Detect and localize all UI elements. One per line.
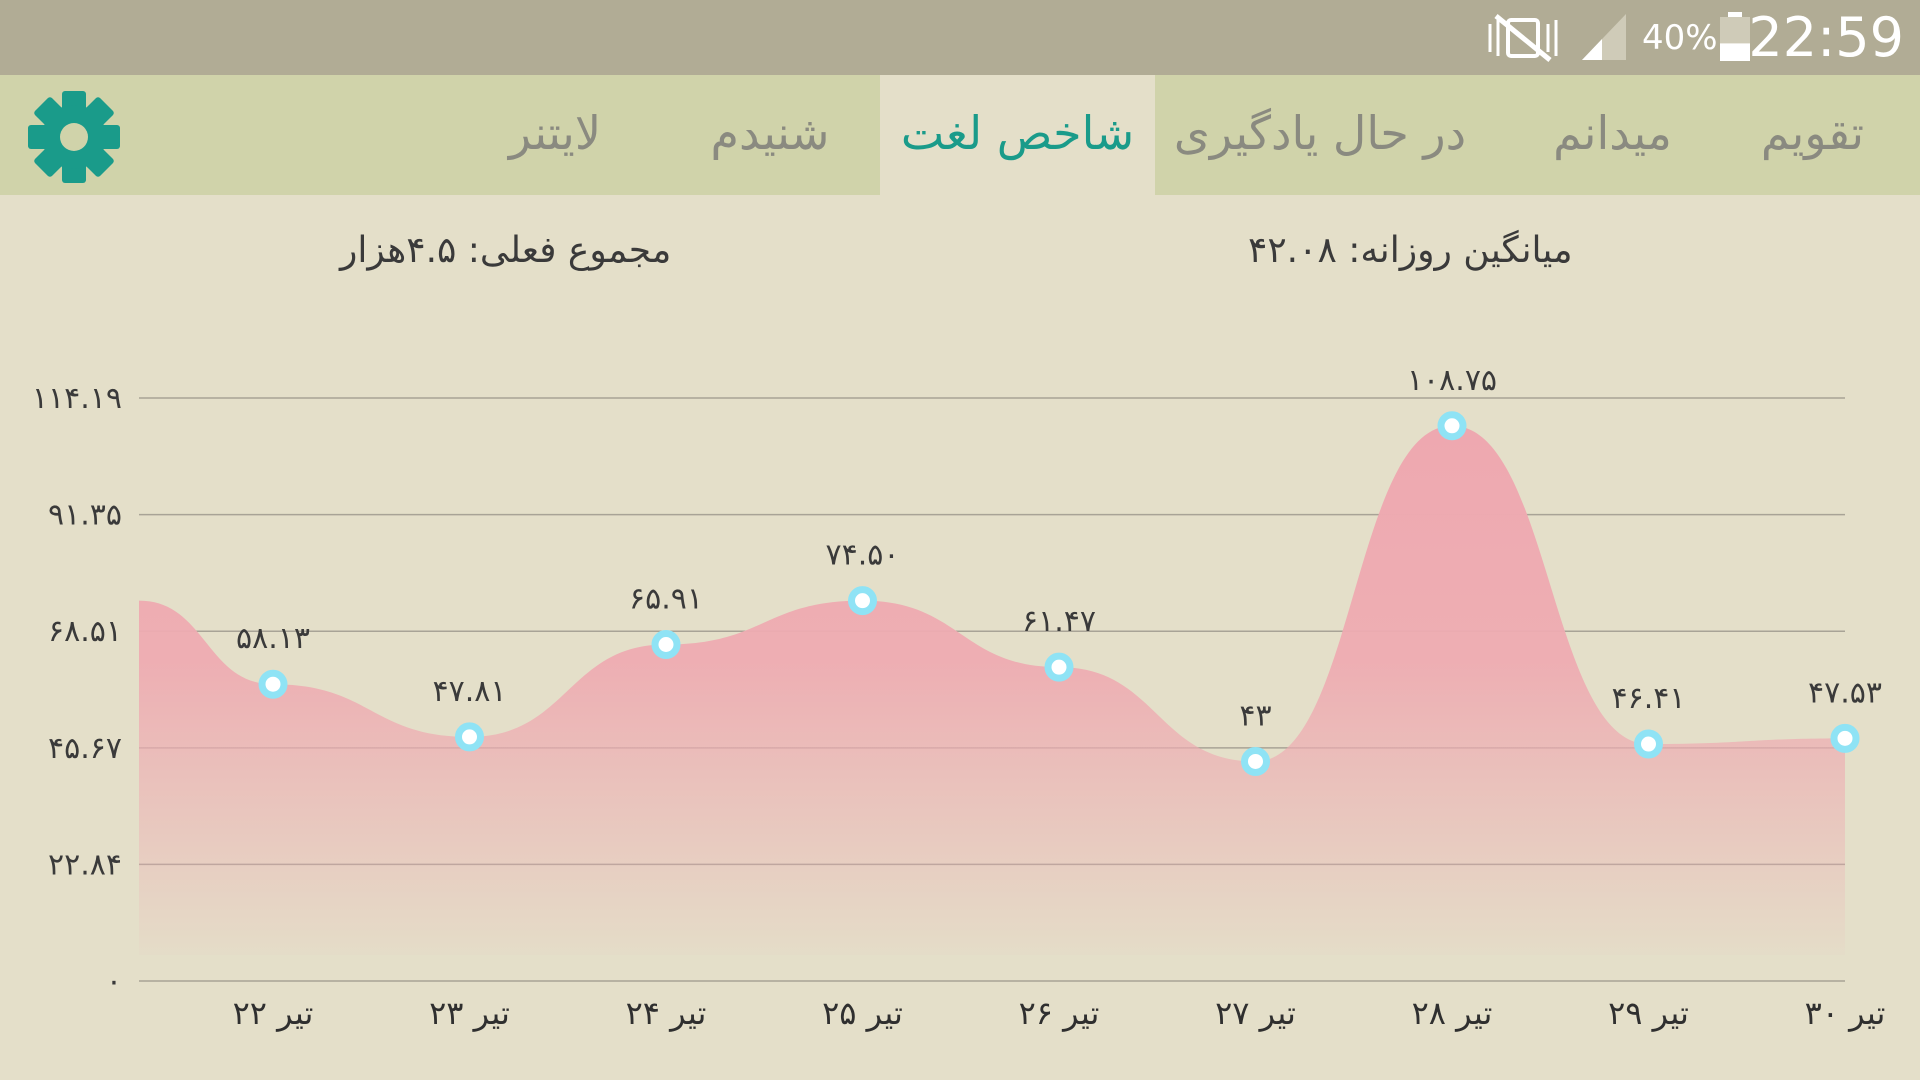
current-total: مجموع فعلی: ۴.۵هزار [340, 230, 672, 271]
x-tick-label: ۲۳ تیر [429, 994, 510, 1032]
tab-bar: لایتنر شنیدم شاخص لغت در حال یادگیری مید… [0, 75, 1920, 195]
tab-heard[interactable]: شنیدم [710, 106, 830, 160]
battery-percent: 40% [1642, 18, 1718, 58]
y-tick-label: ۲۲.۸۴ [48, 847, 122, 882]
status-bar: 40% 22:59 [0, 0, 1920, 75]
data-label: ۵۸.۱۳ [236, 621, 310, 656]
x-tick-label: ۳۰ تیر [1805, 994, 1886, 1032]
status-time: 22:59 [1748, 6, 1904, 69]
daily-average: میانگین روزانه: ۴۲.۰۸ [1248, 230, 1573, 271]
data-label: ۶۵.۹۱ [629, 581, 703, 616]
data-point [848, 586, 877, 616]
settings-button[interactable] [26, 89, 122, 185]
tab-laitner[interactable]: لایتنر [508, 106, 602, 160]
battery-icon [1720, 12, 1750, 61]
data-point [1830, 723, 1860, 753]
y-tick-label: ۶۸.۵۱ [48, 614, 122, 649]
x-tick-label: ۲۷ تیر [1215, 994, 1296, 1032]
data-label: ۴۶.۴۱ [1612, 681, 1686, 716]
data-label: ۴۷.۵۳ [1808, 675, 1882, 710]
gear-icon [28, 91, 120, 183]
y-tick-label: ۴۵.۶۷ [48, 731, 122, 766]
x-tick-label: ۲۲ تیر [233, 994, 314, 1032]
data-label: ۷۴.۵۰ [826, 538, 900, 573]
y-tick-label: ۱۱۴.۱۹ [32, 381, 122, 416]
x-tick-label: ۲۹ تیر [1608, 994, 1689, 1032]
data-label: ۴۳ [1239, 698, 1271, 733]
y-tick-label: ۰ [106, 964, 122, 999]
chart-points [258, 411, 1860, 776]
data-point [1634, 729, 1663, 759]
x-tick-label: ۲۴ تیر [626, 994, 707, 1032]
tab-known[interactable]: میدانم [1553, 106, 1672, 160]
data-point [455, 722, 484, 752]
data-point [1241, 746, 1270, 776]
signal-icon [1582, 14, 1626, 60]
data-point [651, 629, 681, 659]
data-labels: ۵۸.۱۳ ۴۷.۸۱ ۶۵.۹۱ ۷۴.۵۰ ۶۱.۴۷ ۴۳ ۱۰۸.۷۵ ۴۶.۴۱ ۴۷… [236, 363, 1882, 734]
data-label: ۶۱.۴۷ [1022, 604, 1096, 639]
data-label: ۴۷.۸۱ [433, 674, 507, 709]
x-tick-label: ۲۶ تیر [1019, 994, 1100, 1032]
tab-calendar[interactable]: تقویم [1760, 106, 1865, 160]
x-axis-labels: ۲۲ تیر ۲۳ تیر ۲۴ تیر ۲۵ تیر ۲۶ تیر ۲۷ تیر ۲۸ ت… [233, 994, 1886, 1032]
x-tick-label: ۲۵ تیر [822, 994, 903, 1032]
mute-vibrate-icon [1488, 14, 1558, 62]
data-point [1437, 411, 1467, 441]
tab-learning[interactable]: در حال یادگیری [1173, 106, 1467, 160]
chart-area [139, 425, 1845, 955]
y-axis-labels: ۰ ۲۲.۸۴ ۴۵.۶۷ ۶۸.۵۱ ۹۱.۳۵ ۱۱۴.۱۹ [32, 381, 122, 999]
data-label: ۱۰۸.۷۵ [1407, 363, 1497, 398]
data-point [258, 669, 288, 699]
x-tick-label: ۲۸ تیر [1412, 994, 1493, 1032]
tab-word-index[interactable]: شاخص لغت [880, 75, 1155, 195]
data-point [1044, 652, 1074, 682]
y-tick-label: ۹۱.۳۵ [48, 498, 122, 533]
